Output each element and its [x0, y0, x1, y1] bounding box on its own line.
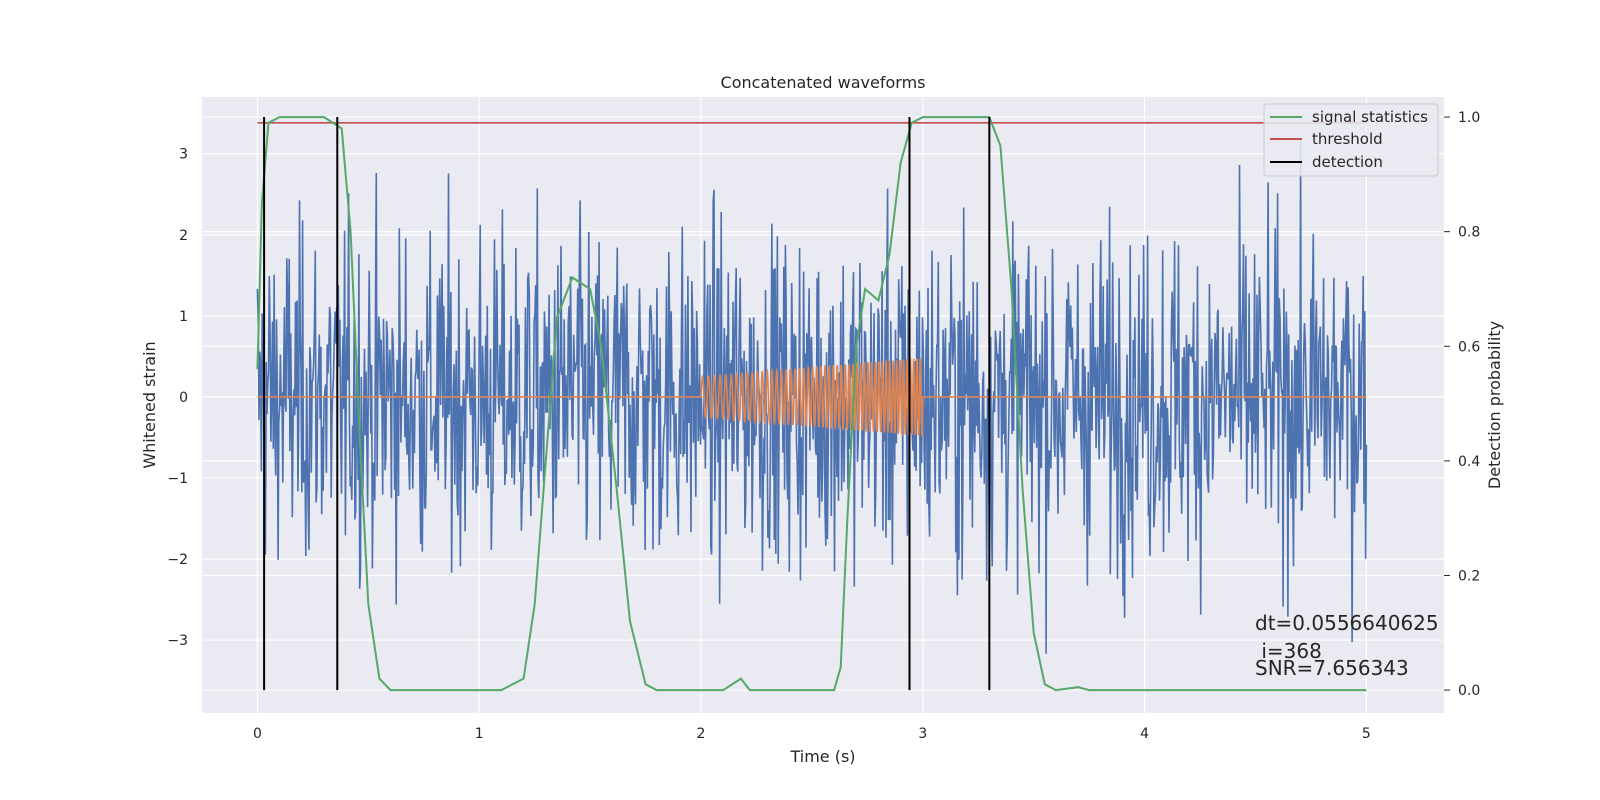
legend-label-detection: detection [1312, 153, 1383, 171]
y-tick-label-left: −1 [167, 471, 188, 487]
y-tick-label-left: 0 [179, 390, 188, 406]
y-tick-label-right: 0.2 [1458, 568, 1480, 584]
annotation-group: dt=0.0556640625 i=368 SNR=7.656343 [1255, 611, 1439, 680]
noise-waveform-series [256, 141, 1368, 654]
y-axis-label-left: Whitened strain [140, 341, 159, 468]
signal-statistics-series [256, 116, 1367, 692]
legend: signal statistics threshold detection [1263, 103, 1439, 177]
legend-label-threshold: threshold [1312, 130, 1383, 148]
annotation-dt: dt=0.0556640625 [1255, 611, 1439, 635]
y-axis-label-right: Detection probability [1485, 321, 1504, 489]
annotation-i: i=368 [1255, 639, 1322, 663]
y-tick-label-right: 0.4 [1458, 454, 1480, 470]
y-tick-label-left: 1 [179, 309, 188, 325]
y-tick-label-left: −3 [167, 633, 188, 649]
x-tick-label: 1 [475, 726, 484, 742]
plot-data [256, 116, 1368, 692]
x-axis-label: Time (s) [789, 747, 855, 766]
y-tick-label-left: −2 [167, 552, 188, 568]
x-tick-label: 4 [1140, 726, 1149, 742]
legend-box [1263, 103, 1439, 177]
legend-label-signal-statistics: signal statistics [1312, 108, 1428, 126]
tick-labels: 0 1 2 3 4 5 3 2 1 0 −1 −2 −3 1.0 0.8 0.6 0.4 0.2 0.0 [167, 110, 1480, 742]
chart-title: Concatenated waveforms [721, 73, 926, 92]
y-tick-label-right: 0.6 [1458, 339, 1480, 355]
x-tick-label: 0 [253, 726, 262, 742]
x-tick-label: 2 [697, 726, 706, 742]
y-tick-label-right: 0.8 [1458, 225, 1480, 241]
y-tick-label-right: 0.0 [1458, 683, 1480, 699]
annotation-snr: SNR=7.656343 [1255, 656, 1409, 680]
y-tick-label-left: 2 [179, 228, 188, 244]
x-tick-label: 3 [918, 726, 927, 742]
y-tick-label-left: 3 [179, 147, 188, 163]
injected-signal-series [257, 357, 1367, 438]
y-tick-label-right: 1.0 [1458, 110, 1480, 126]
x-tick-label: 5 [1362, 726, 1371, 742]
